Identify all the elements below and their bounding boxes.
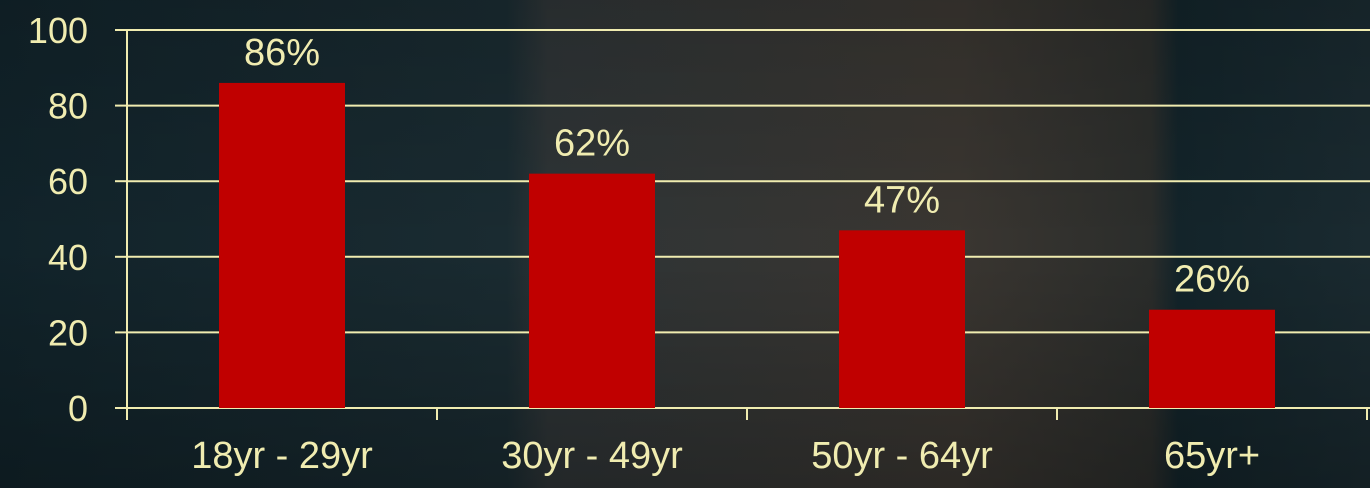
x-category-label: 18yr - 29yr	[191, 435, 373, 477]
y-tick-label: 0	[68, 388, 88, 429]
y-tick-label: 40	[48, 237, 88, 278]
x-category-label: 65yr+	[1164, 435, 1260, 477]
y-tick-label: 60	[48, 161, 88, 202]
data-label: 62%	[554, 123, 630, 165]
bars	[219, 82, 1275, 409]
bar	[219, 82, 345, 409]
data-label: 47%	[864, 179, 940, 221]
x-category-label: 30yr - 49yr	[501, 435, 683, 477]
bar	[529, 173, 655, 408]
x-category-label: 50yr - 64yr	[811, 435, 993, 477]
y-tick-label: 100	[28, 10, 88, 51]
bar	[839, 230, 965, 408]
labels: 0 20 40 60 80 100 86% 18yr - 29yr 62% 30yr - 49yr…	[28, 10, 1260, 477]
y-tick-label: 80	[48, 86, 88, 127]
data-label: 26%	[1174, 259, 1250, 301]
data-label: 86%	[244, 32, 320, 74]
y-tick-label: 20	[48, 312, 88, 353]
bar	[1149, 309, 1275, 408]
